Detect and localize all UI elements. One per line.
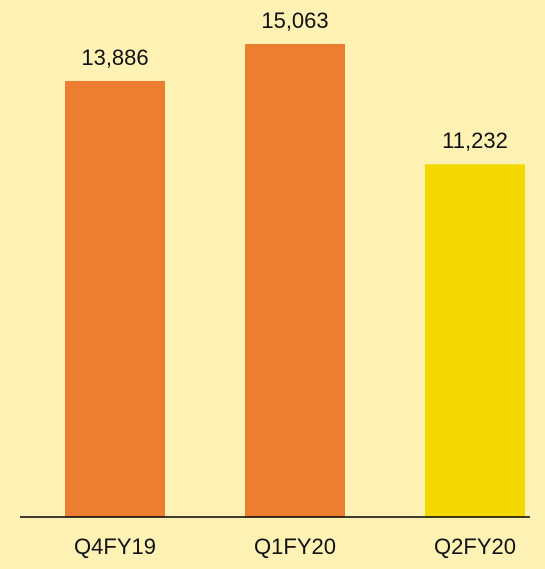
x-tick-label: Q4FY19 <box>74 534 156 559</box>
x-tick-label: Q2FY20 <box>434 534 516 559</box>
x-tick-label: Q1FY20 <box>254 534 336 559</box>
bar <box>65 80 165 517</box>
bar <box>245 44 345 517</box>
data-label: 13,886 <box>81 45 148 70</box>
data-label: 15,063 <box>261 8 328 33</box>
bar <box>425 164 525 517</box>
data-label: 11,232 <box>442 128 508 153</box>
